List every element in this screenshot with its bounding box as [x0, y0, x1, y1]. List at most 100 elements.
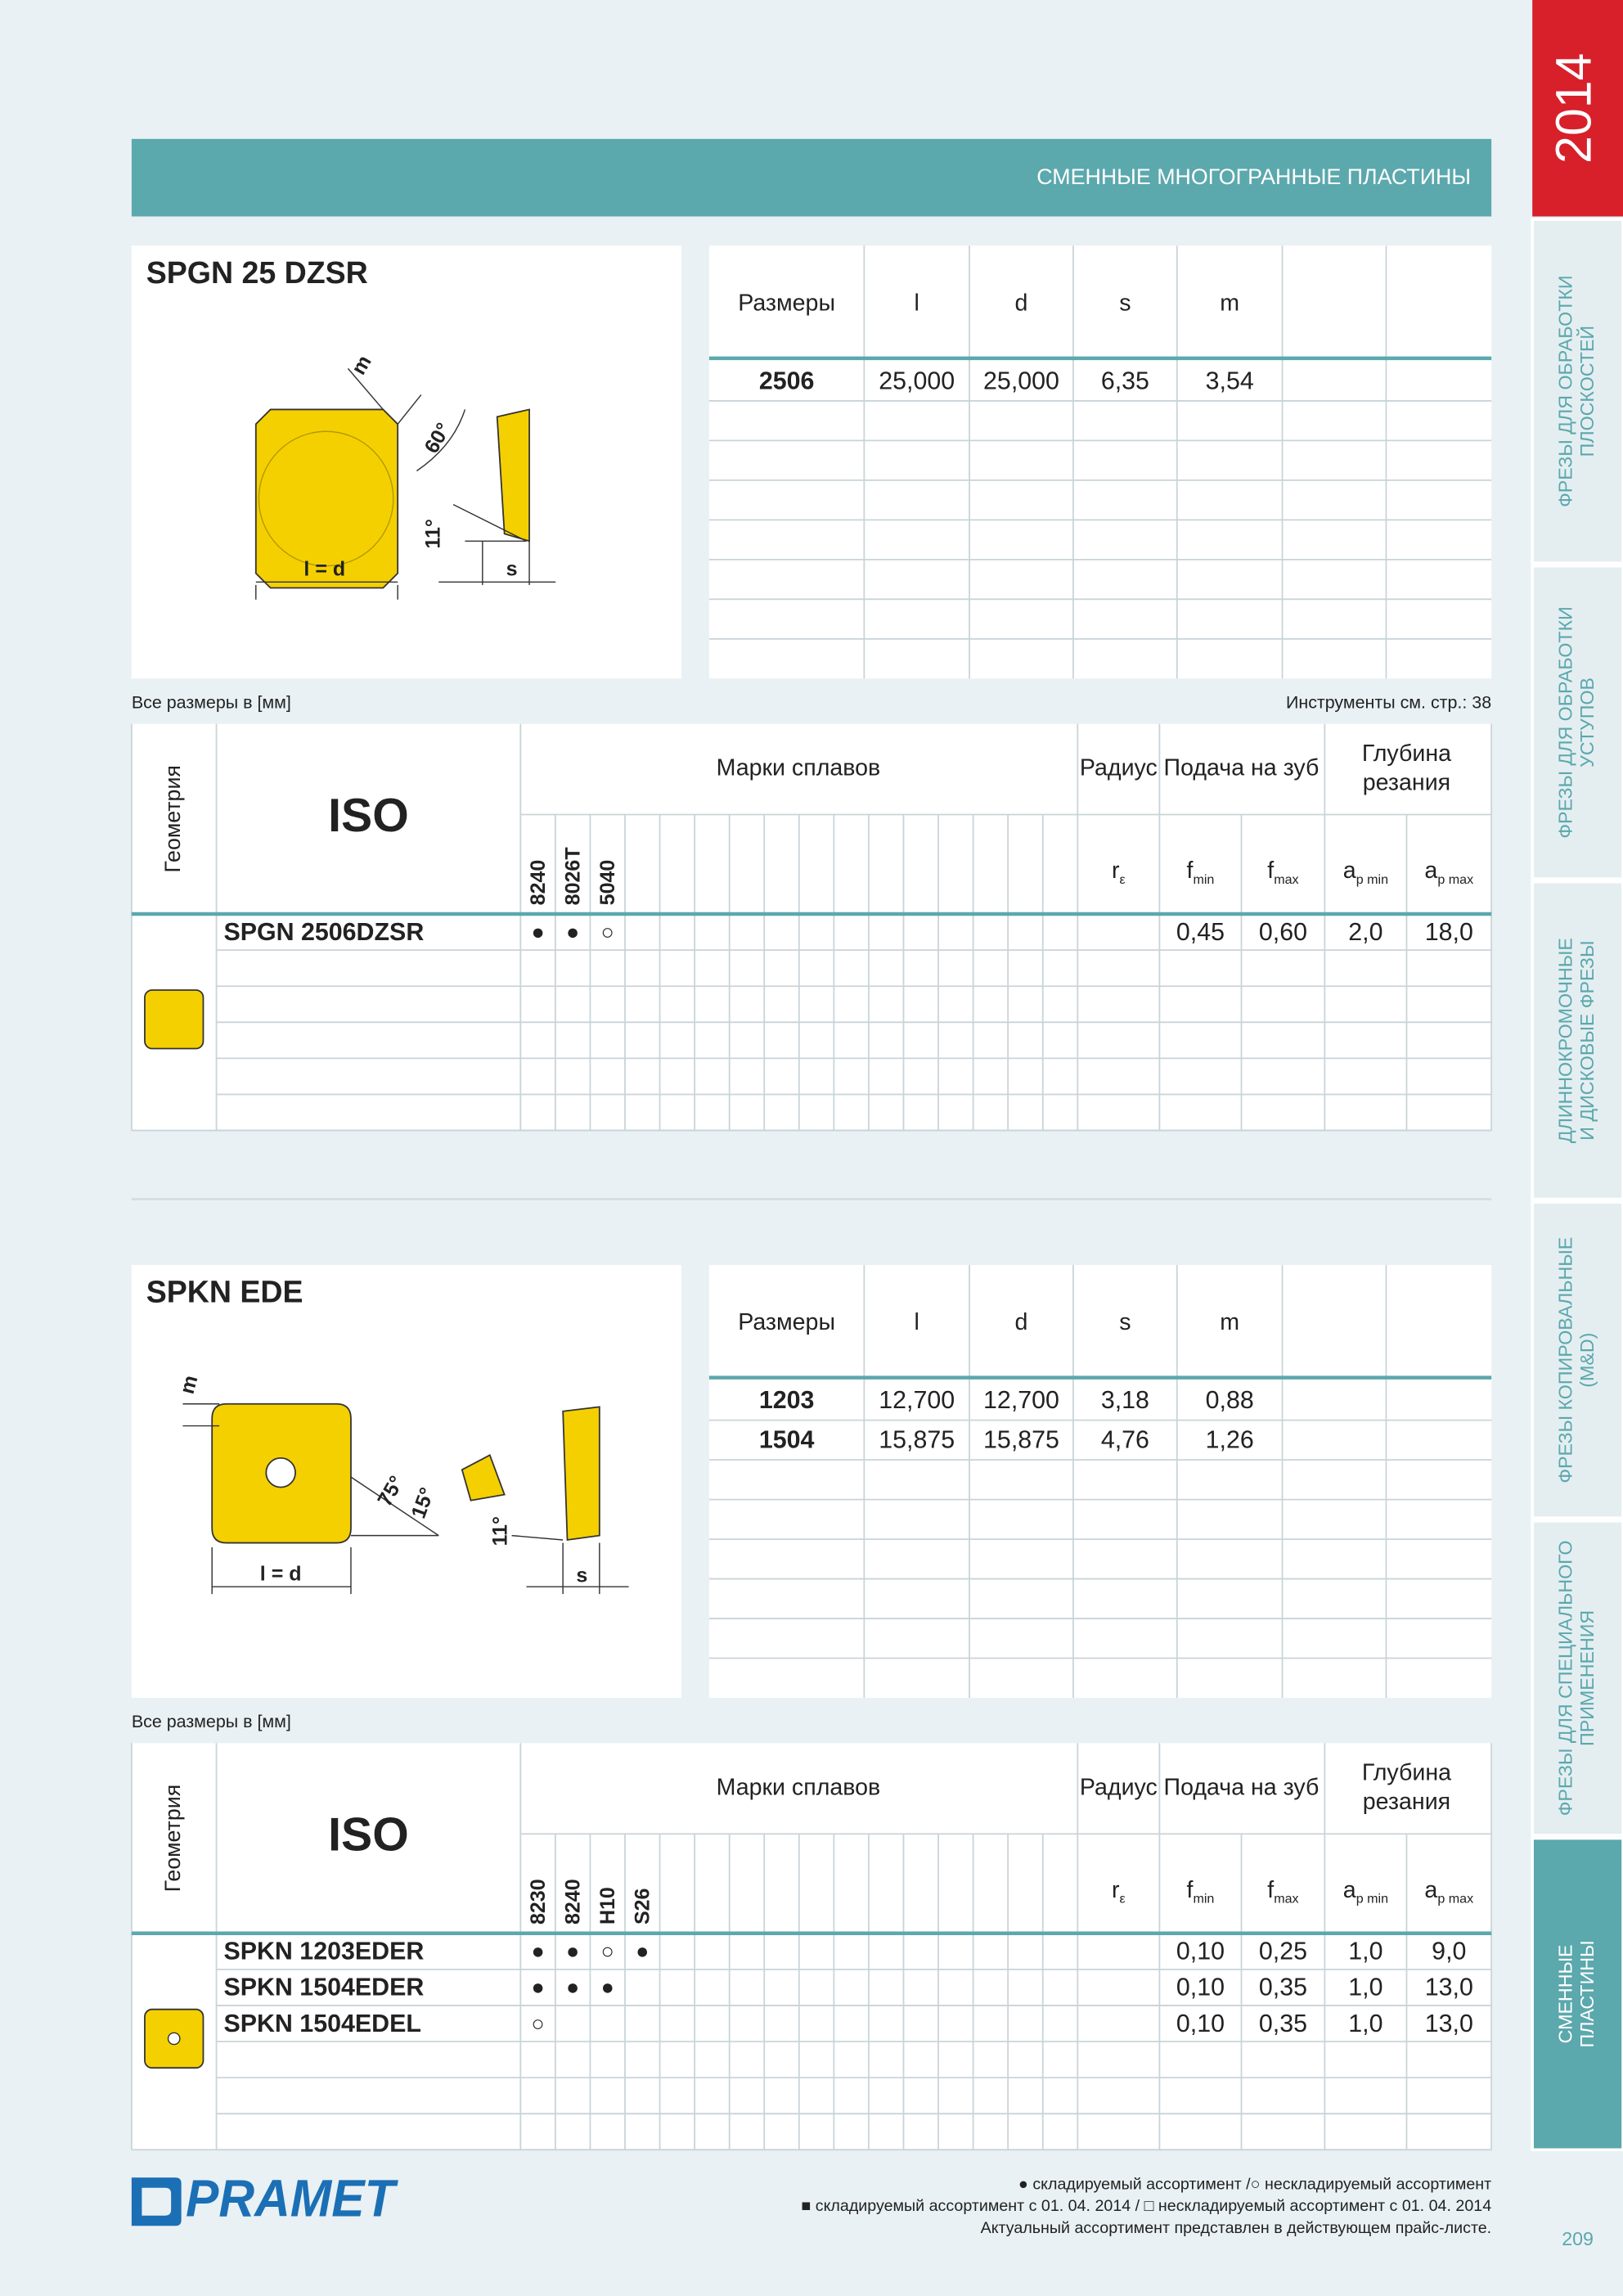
dims-cell: 4,76: [1101, 1426, 1149, 1454]
inserts-table: [131, 723, 1492, 1131]
logo-mark: [131, 2177, 182, 2226]
drawing-label: l = d: [303, 558, 345, 581]
cutting-value: 2,0: [1348, 918, 1382, 946]
subheader-symbol: f: [1267, 858, 1274, 884]
section-title: SPKN EDE: [146, 1275, 303, 1309]
sidebar-tab-label[interactable]: ФРЕЗЫ ДЛЯ СПЕЦИАЛЬНОГО: [1554, 1541, 1576, 1817]
note-left: Все размеры в [мм]: [132, 692, 291, 712]
dims-header: l: [915, 1309, 919, 1335]
cutting-value: 0,10: [1176, 1938, 1225, 1965]
dims-table: [708, 1264, 1492, 1699]
subheader-symbol: f: [1187, 858, 1194, 884]
note-right: Инструменты см. стр.: 38: [1286, 692, 1491, 712]
availability: ●: [566, 1975, 579, 2000]
cutting-value: 0,35: [1259, 2010, 1307, 2037]
sidebar-tab[interactable]: [1531, 880, 1623, 1201]
sidebar-tab[interactable]: [1531, 1836, 1623, 2152]
dims-cell: 3,18: [1101, 1386, 1149, 1414]
dims-cell: 2506: [759, 367, 815, 395]
iso-header: ISO: [328, 1809, 409, 1862]
grade: H10: [596, 1887, 619, 1925]
cutting-value: 0,45: [1176, 918, 1225, 946]
sidebar-tab[interactable]: [1531, 564, 1623, 880]
drawing-label: 11°: [489, 1516, 512, 1546]
subheader-symbol: a: [1424, 858, 1437, 884]
sidebar-tab-label[interactable]: УСТУПОВ: [1576, 678, 1598, 768]
sidebar-tab-label[interactable]: ФРЕЗЫ ДЛЯ ОБРАБОТКИ: [1554, 606, 1576, 838]
subheader-symbol: r: [1112, 1876, 1120, 1902]
insert-hole: [265, 1457, 296, 1488]
geometry-header: Геометрия: [160, 1785, 185, 1893]
subheader: fmax: [1267, 1876, 1298, 1906]
drawing-box: [131, 245, 681, 679]
grade: 8240: [527, 860, 550, 906]
dims-header: m: [1220, 1309, 1239, 1335]
subheader-symbol: f: [1267, 1876, 1274, 1902]
sidebar-tab-label[interactable]: ПЛОСКОСТЕЙ: [1576, 326, 1598, 457]
subheader: ap max: [1424, 1876, 1473, 1906]
angle-arc: [452, 503, 527, 542]
sidebar-tab-label[interactable]: ФРЕЗЫ ДЛЯ ОБРАБОТКИ: [1554, 275, 1576, 506]
dims-header: Размеры: [738, 290, 835, 316]
feed-header: Подача на зуб: [1164, 755, 1320, 781]
subheader-sub: p min: [1356, 872, 1388, 887]
subheader-sub: p max: [1437, 872, 1473, 887]
subheader: rε: [1112, 1876, 1126, 1906]
sidebar-tab-label[interactable]: ФРЕЗЫ КОПИРОВАЛЬНЫЕ: [1554, 1237, 1576, 1483]
dims-cell: 15,875: [879, 1426, 955, 1454]
availability: ●: [566, 920, 579, 944]
sidebar-tab-label[interactable]: ДЛИННОКРОМОЧНЫЕ: [1554, 938, 1576, 1143]
subheader-sub: max: [1274, 1892, 1298, 1907]
insert-top: [254, 408, 399, 589]
sidebar-tab[interactable]: [1531, 1200, 1623, 1519]
cutting-value: 13,0: [1425, 2010, 1473, 2037]
subheader: fmin: [1187, 1876, 1215, 1906]
cutting-value: 18,0: [1425, 918, 1473, 946]
cutting-value: 0,10: [1176, 1974, 1225, 2001]
sidebar-tab[interactable]: [1531, 1519, 1623, 1837]
depth-header: резания: [1363, 1789, 1450, 1815]
grades-header: Марки сплавов: [717, 1774, 881, 1800]
cutting-value: 1,0: [1348, 1938, 1382, 1965]
legend-line: ■ складируемый ассортимент с 01. 04. 201…: [801, 2197, 1491, 2215]
sidebar-tab-label[interactable]: ПРИМЕНЕНИЯ: [1576, 1610, 1598, 1746]
legend-line: ● складируемый ассортимент /○ нескладиру…: [1018, 2175, 1491, 2193]
sidebar-tab-label[interactable]: ПЛАСТИНЫ: [1576, 1940, 1598, 2047]
cutting-value: 0,60: [1259, 918, 1307, 946]
sidebar-tab-label[interactable]: (M&D): [1576, 1333, 1598, 1388]
dims-cell: 15,875: [983, 1426, 1059, 1454]
availability: ●: [601, 1975, 614, 2000]
sidebar-tab-label[interactable]: СМЕННЫЕ: [1554, 1944, 1576, 2043]
note-left: Все размеры в [мм]: [132, 1712, 291, 1731]
subheader-symbol: r: [1112, 858, 1120, 884]
dims-header: d: [1015, 1309, 1028, 1335]
grade: 5040: [596, 860, 619, 906]
availability: ●: [531, 920, 544, 944]
subheader: fmin: [1187, 858, 1215, 887]
year: 2014: [1546, 53, 1602, 164]
iso-header: ISO: [328, 790, 409, 842]
subheader-sub: p max: [1437, 1892, 1473, 1907]
iso-code: SPKN 1203EDER: [223, 1938, 424, 1965]
radius-header: Радиус: [1080, 1774, 1158, 1800]
availability: ○: [601, 1939, 614, 1964]
angle-arc: [416, 409, 466, 472]
grade: 8230: [527, 1879, 550, 1925]
dims-table: [708, 245, 1492, 679]
availability: ●: [566, 1939, 579, 1964]
drawing-label: 11°: [421, 519, 444, 548]
dims-cell: 25,000: [879, 367, 955, 395]
dims-cell: 1203: [759, 1386, 815, 1414]
dims-cell: 1,26: [1206, 1426, 1254, 1454]
subheader-symbol: f: [1187, 1876, 1194, 1902]
sidebar-tab[interactable]: [1531, 218, 1623, 565]
insert-chip: [461, 1454, 506, 1501]
subheader-sub: max: [1274, 872, 1298, 887]
insert-side: [562, 1406, 600, 1542]
dims-header: Размеры: [738, 1309, 835, 1335]
sidebar-tab-label[interactable]: И ДИСКОВЫЕ ФРЕЗЫ: [1576, 940, 1598, 1140]
subheader-sub: ε: [1120, 872, 1126, 887]
logo: PRAMET: [186, 2169, 398, 2228]
geometry-icon-hole: [167, 2032, 181, 2046]
